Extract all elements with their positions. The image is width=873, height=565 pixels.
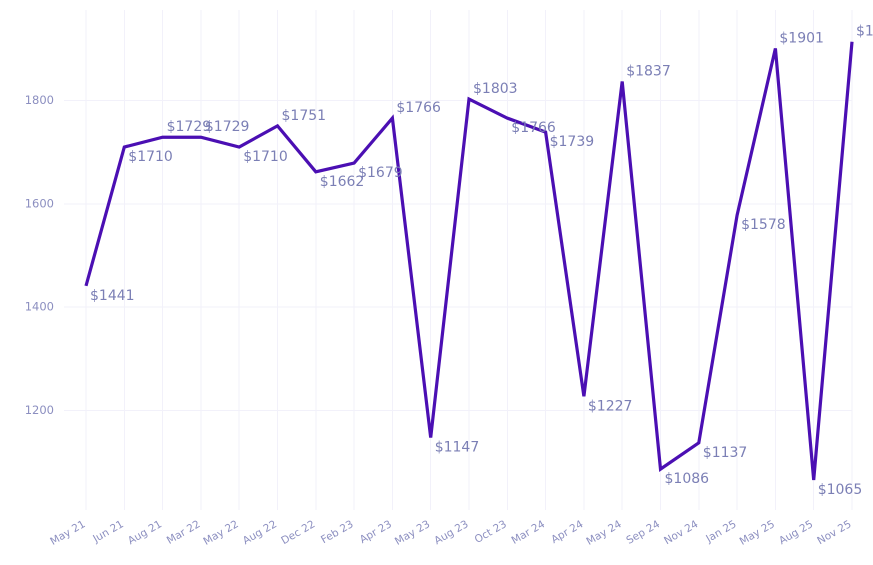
data-point-label: $1901 [779,30,824,46]
x-tick-label: Feb 23 [319,518,356,546]
y-tick-label: 1200 [25,403,54,417]
data-point-label: $1729 [167,119,212,135]
data-point-label: $1710 [243,149,288,165]
data-point-label: $1147 [435,440,480,456]
data-point-label: $1739 [550,134,595,150]
x-tick-label: May 24 [584,518,624,548]
x-tick-label: Mar 22 [165,518,203,547]
y-tick-label: 1600 [25,196,54,210]
data-point-label: $1662 [320,174,365,190]
data-point-label: $1729 [205,119,250,135]
x-tick-label: May 25 [738,518,777,548]
data-point-label: $1766 [396,100,441,116]
data-point-labels: $1441 $1710 $1729$1729 $1710 $1751 $1662$1679… [90,24,873,498]
data-point-label: $1914 [856,24,873,40]
x-tick-label: Apr 24 [549,518,585,546]
x-tick-label: Oct 23 [473,518,509,546]
x-tick-label: May 22 [201,518,240,548]
data-point-label: $1137 [703,445,748,461]
x-tick-label: Aug 21 [126,518,164,547]
data-point-label: $1578 [741,217,786,233]
series-layer [84,41,854,481]
y-tick-label: 1800 [25,93,54,107]
data-line-price[interactable] [84,41,854,481]
x-tick-label: May 23 [393,518,432,548]
data-point-label: $1803 [473,81,518,97]
data-point-label: $1065 [818,482,863,498]
x-tick-label: Nov 24 [662,518,700,547]
horizontal-gridlines [64,100,852,411]
x-tick-label: Sep 24 [624,518,662,547]
data-point-label: $1441 [90,288,135,304]
vertical-gridlines [85,10,853,510]
data-point-label: $1679 [358,165,403,181]
data-point-label: $1837 [626,63,671,79]
x-tick-label: Jun 21 [90,518,126,545]
x-tick-label: Mar 24 [509,518,547,547]
x-tick-label: Aug 23 [432,518,470,547]
data-point-label: $1086 [665,471,710,487]
x-tick-label: Jan 25 [703,518,738,545]
data-point-label: $1227 [588,398,633,414]
data-point-label: $1766 [511,120,556,136]
y-tick-label: 1400 [25,300,54,314]
y-axis-tick-labels: 1200 1400 1600 1800 [25,93,54,417]
x-tick-label: Apr 23 [358,518,394,546]
grid-layer [64,10,853,510]
x-tick-label: Aug 22 [241,518,279,547]
data-point-label: $1751 [282,108,327,124]
x-tick-label: Dec 22 [279,518,317,547]
x-tick-label: May 21 [48,518,87,548]
x-axis-tick-labels: May 21 Jun 21 Aug 21 Mar 22 May 22 Aug 22 Dec … [48,518,853,548]
data-point-label: $1710 [128,149,173,165]
x-tick-label: Nov 25 [815,518,853,547]
x-tick-label: Aug 25 [777,518,815,547]
